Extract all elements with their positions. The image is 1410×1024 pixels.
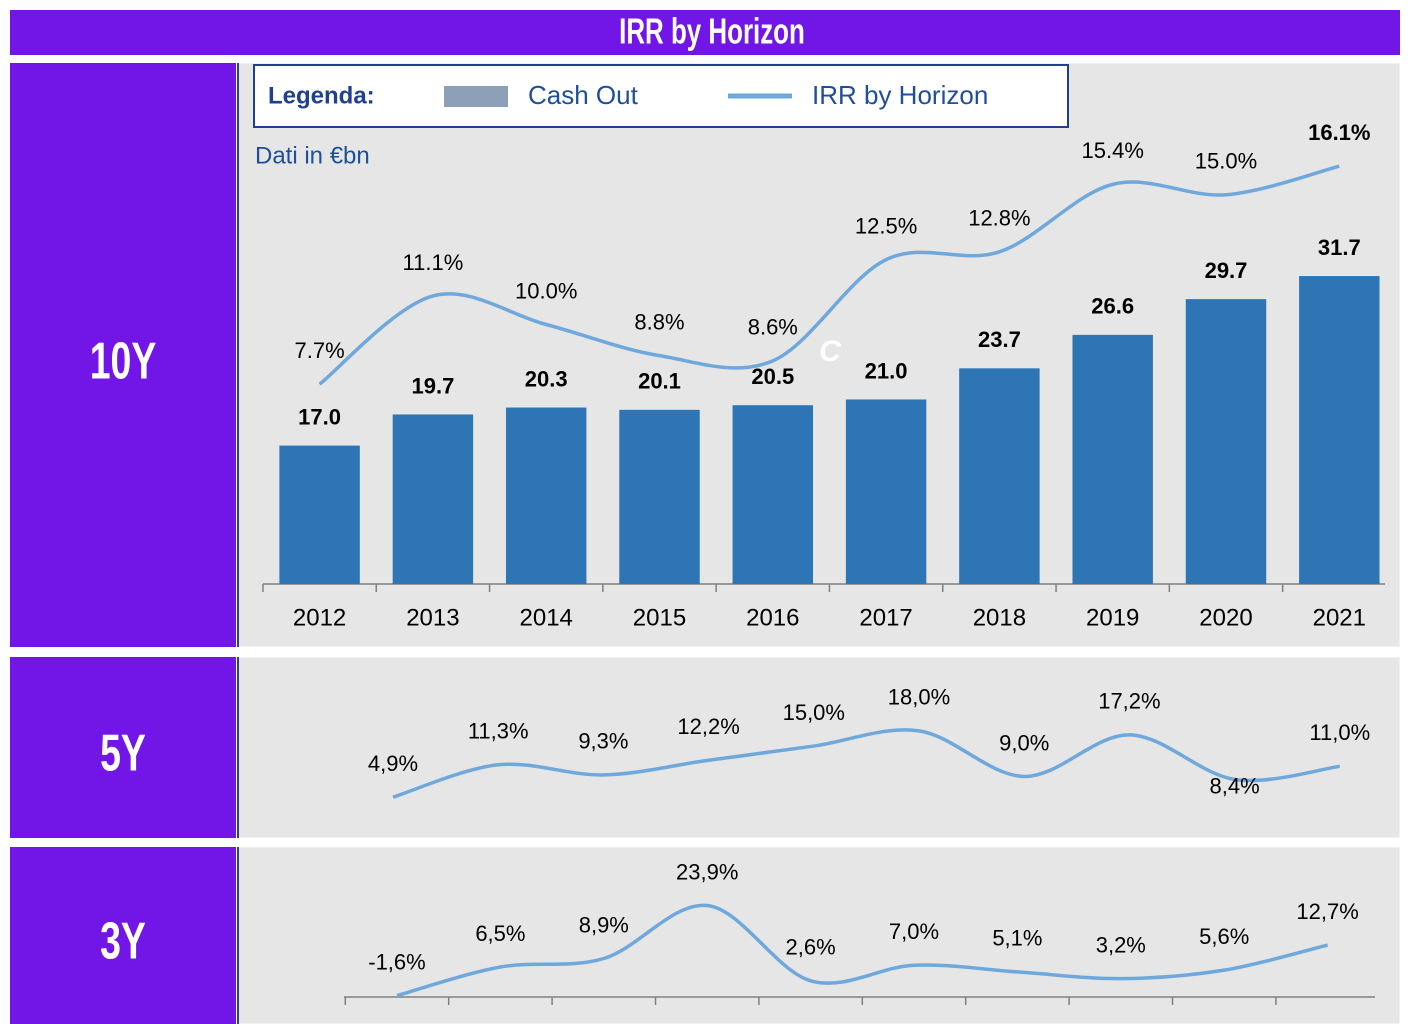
line-value-label: 7,0% bbox=[889, 919, 939, 944]
x-tick-label: 2018 bbox=[973, 604, 1026, 631]
bar-value-label: 23.7 bbox=[978, 327, 1021, 352]
bar bbox=[1185, 299, 1267, 584]
panel-bg bbox=[237, 846, 1401, 1024]
line-value-label: -1,6% bbox=[368, 949, 425, 974]
legend-label: Cash Out bbox=[528, 80, 639, 110]
line-value-label: 12.5% bbox=[855, 213, 917, 238]
line-value-label: 5,1% bbox=[992, 926, 1042, 951]
legend-label: IRR by Horizon bbox=[812, 80, 988, 110]
x-tick-label: 2013 bbox=[406, 604, 459, 631]
line-value-label: 11.1% bbox=[403, 250, 464, 275]
bar bbox=[732, 405, 814, 584]
line-value-label: 7.7% bbox=[295, 338, 345, 363]
panel-bg bbox=[237, 656, 1401, 839]
legend-title: Legenda: bbox=[268, 82, 375, 109]
bar bbox=[845, 399, 927, 584]
line-value-label: 5,6% bbox=[1199, 924, 1249, 949]
line-value-label: 3,2% bbox=[1096, 932, 1146, 957]
x-tick-label: 2016 bbox=[746, 604, 799, 631]
line-value-label: 17,2% bbox=[1098, 689, 1160, 714]
bar-value-label: 20.1 bbox=[638, 369, 681, 394]
bar-value-label: 19.7 bbox=[411, 373, 454, 398]
horizon-box bbox=[10, 847, 236, 1024]
legend-box bbox=[253, 64, 1069, 128]
line-value-label: 18,0% bbox=[888, 685, 950, 710]
x-tick-label: 2014 bbox=[520, 604, 573, 631]
bar-value-label: 26.6 bbox=[1091, 294, 1134, 319]
annotation: C bbox=[819, 335, 842, 368]
bar-value-label: 20.5 bbox=[751, 364, 794, 389]
bar bbox=[1072, 334, 1153, 584]
line-value-label: 8,4% bbox=[1210, 773, 1260, 798]
line-value-label: 12.8% bbox=[968, 206, 1030, 231]
line-value-label: 8,9% bbox=[579, 912, 629, 937]
subtitle: Dati in €bn bbox=[255, 142, 370, 169]
legend-swatch bbox=[444, 86, 508, 107]
header-bar bbox=[10, 10, 1400, 55]
line-value-label: 15,0% bbox=[783, 700, 845, 725]
line-value-label: 16.1% bbox=[1308, 120, 1370, 145]
header-title: IRR by Horizon bbox=[619, 11, 805, 51]
line-value-label: 9,0% bbox=[999, 730, 1049, 755]
horizon-label: 10Y bbox=[90, 332, 157, 391]
bar bbox=[619, 409, 700, 584]
horizon-label: 5Y bbox=[100, 724, 146, 783]
bar bbox=[1299, 276, 1380, 584]
horizon-box bbox=[10, 63, 236, 647]
line-value-label: 8.6% bbox=[748, 315, 798, 340]
line-value-label: 15.0% bbox=[1195, 149, 1257, 174]
horizon-box bbox=[10, 657, 236, 838]
line-value-label: 11,3% bbox=[468, 719, 529, 744]
line-value-label: 11,0% bbox=[1309, 720, 1370, 745]
bar-value-label: 21.0 bbox=[865, 358, 908, 383]
x-tick-label: 2017 bbox=[859, 604, 912, 631]
bar bbox=[505, 407, 587, 584]
horizon-label: 3Y bbox=[100, 912, 146, 971]
bar-value-label: 17.0 bbox=[298, 404, 341, 429]
bar bbox=[279, 445, 360, 584]
line-value-label: 23,9% bbox=[676, 859, 738, 884]
x-tick-label: 2019 bbox=[1086, 604, 1139, 631]
bar-value-label: 29.7 bbox=[1205, 258, 1248, 283]
line-value-label: 12,2% bbox=[677, 714, 739, 739]
bar bbox=[392, 414, 474, 584]
line-value-label: 15.4% bbox=[1082, 138, 1144, 163]
x-tick-label: 2012 bbox=[293, 604, 346, 631]
line-value-label: 2,6% bbox=[786, 935, 836, 960]
x-tick-label: 2020 bbox=[1199, 604, 1252, 631]
line-value-label: 10.0% bbox=[515, 278, 577, 303]
bar-value-label: 31.7 bbox=[1318, 235, 1361, 260]
line-value-label: 8.8% bbox=[634, 309, 684, 334]
x-tick-label: 2015 bbox=[633, 604, 686, 631]
bar bbox=[959, 368, 1040, 584]
line bbox=[396, 903, 1329, 998]
line-value-label: 4,9% bbox=[368, 751, 418, 776]
x-tick-label: 2021 bbox=[1313, 604, 1366, 631]
bar-value-label: 20.3 bbox=[525, 366, 568, 391]
line-value-label: 9,3% bbox=[578, 729, 628, 754]
line-value-label: 12,7% bbox=[1296, 899, 1358, 924]
line bbox=[318, 164, 1340, 386]
line-value-label: 6,5% bbox=[475, 921, 525, 946]
line bbox=[392, 728, 1341, 799]
